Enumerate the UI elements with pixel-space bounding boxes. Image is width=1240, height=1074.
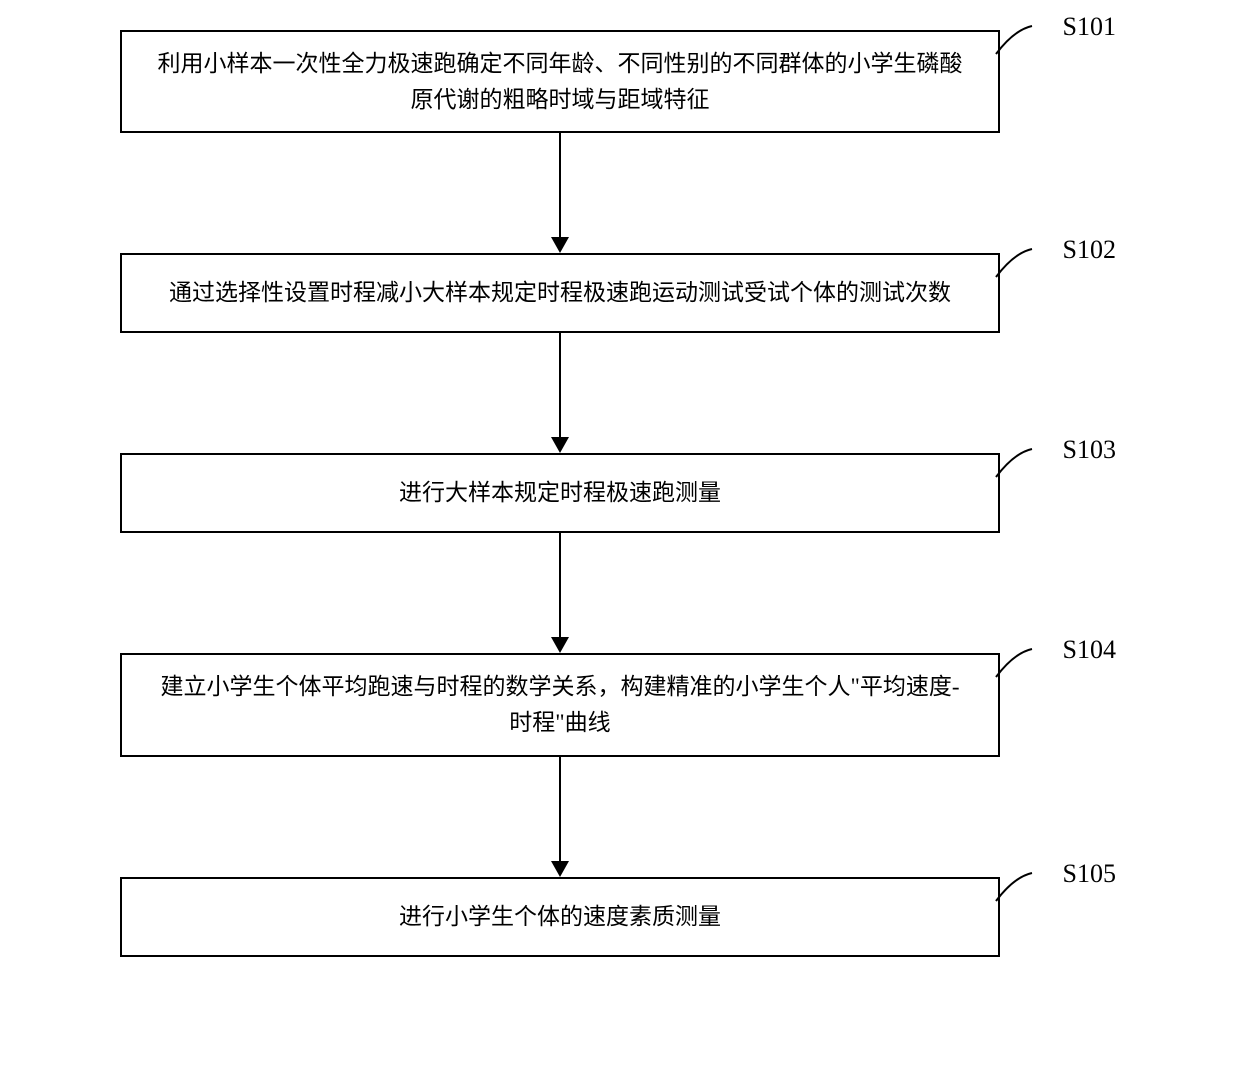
step-box-s101: 利用小样本一次性全力极速跑确定不同年龄、不同性别的不同群体的小学生磷酸原代谢的粗… — [120, 30, 1000, 133]
corner-tick — [994, 447, 1034, 487]
step-text: 通过选择性设置时程减小大样本规定时程极速跑运动测试受试个体的测试次数 — [169, 275, 951, 311]
corner-tick — [994, 24, 1034, 64]
flow-row: 进行小学生个体的速度素质测量 S105 — [120, 877, 1120, 957]
step-text: 进行小学生个体的速度素质测量 — [399, 899, 721, 935]
flow-row: 进行大样本规定时程极速跑测量 S103 — [120, 453, 1120, 533]
corner-tick — [994, 647, 1034, 687]
step-box-s104: 建立小学生个体平均跑速与时程的数学关系，构建精准的小学生个人"平均速度-时程"曲… — [120, 653, 1000, 756]
step-box-s102: 通过选择性设置时程减小大样本规定时程极速跑运动测试受试个体的测试次数 — [120, 253, 1000, 333]
step-label-s101: S101 — [1063, 12, 1116, 42]
flowchart-container: 利用小样本一次性全力极速跑确定不同年龄、不同性别的不同群体的小学生磷酸原代谢的粗… — [120, 30, 1120, 957]
arrow-connector — [120, 133, 1000, 253]
step-box-s105: 进行小学生个体的速度素质测量 — [120, 877, 1000, 957]
arrow-connector — [120, 533, 1000, 653]
step-text: 进行大样本规定时程极速跑测量 — [399, 475, 721, 511]
arrow-connector — [120, 333, 1000, 453]
step-text: 利用小样本一次性全力极速跑确定不同年龄、不同性别的不同群体的小学生磷酸原代谢的粗… — [150, 46, 970, 117]
step-box-s103: 进行大样本规定时程极速跑测量 — [120, 453, 1000, 533]
corner-tick — [994, 871, 1034, 911]
flow-row: 建立小学生个体平均跑速与时程的数学关系，构建精准的小学生个人"平均速度-时程"曲… — [120, 653, 1120, 756]
flow-row: 通过选择性设置时程减小大样本规定时程极速跑运动测试受试个体的测试次数 S102 — [120, 253, 1120, 333]
step-label-s102: S102 — [1063, 235, 1116, 265]
step-label-s103: S103 — [1063, 435, 1116, 465]
flow-row: 利用小样本一次性全力极速跑确定不同年龄、不同性别的不同群体的小学生磷酸原代谢的粗… — [120, 30, 1120, 133]
corner-tick — [994, 247, 1034, 287]
step-label-s105: S105 — [1063, 859, 1116, 889]
step-label-s104: S104 — [1063, 635, 1116, 665]
arrow-connector — [120, 757, 1000, 877]
step-text: 建立小学生个体平均跑速与时程的数学关系，构建精准的小学生个人"平均速度-时程"曲… — [150, 669, 970, 740]
